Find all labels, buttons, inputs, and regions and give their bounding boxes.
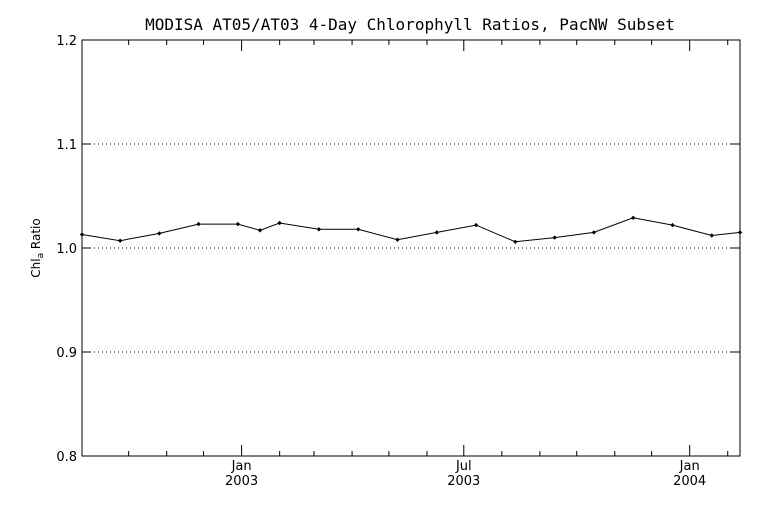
x-tick-label-month: Jan xyxy=(231,459,252,474)
x-tick-label-year: 2003 xyxy=(225,474,258,489)
grid-layer xyxy=(82,143,740,353)
data-point xyxy=(277,220,282,226)
data-point xyxy=(473,222,479,228)
data-point xyxy=(157,231,162,236)
data-point xyxy=(79,232,85,237)
series-layer xyxy=(79,215,743,244)
data-point xyxy=(670,222,675,228)
data-point xyxy=(257,228,263,233)
y-tick-label: 0.9 xyxy=(56,346,77,361)
y-axis-title-main: Chl xyxy=(29,258,43,277)
data-point xyxy=(235,221,241,227)
y-axis-title-subscript: a xyxy=(36,253,46,259)
svg-text:Chla Ratio: Chla Ratio xyxy=(29,218,46,277)
data-point xyxy=(356,227,361,232)
x-tick-label-month: Jan xyxy=(679,459,700,474)
y-axis-title: Chla Ratio xyxy=(29,218,46,277)
x-tick-label-year: 2004 xyxy=(673,474,706,489)
y-tick-label: 1.1 xyxy=(56,138,77,153)
data-point xyxy=(316,227,322,232)
data-point xyxy=(513,239,518,244)
data-point xyxy=(737,230,743,235)
data-point xyxy=(631,215,636,220)
data-point xyxy=(117,238,123,243)
tick-layer xyxy=(82,39,740,457)
y-tick-label: 1.0 xyxy=(56,242,77,257)
data-point xyxy=(591,230,597,235)
x-tick-label-year: 2003 xyxy=(447,474,480,489)
data-point xyxy=(552,235,557,240)
chart-title: MODISA AT05/AT03 4-Day Chlorophyll Ratio… xyxy=(145,15,675,34)
y-axis-title-rest: Ratio xyxy=(29,218,43,253)
data-point xyxy=(434,230,439,235)
series-line xyxy=(81,217,741,243)
data-point xyxy=(395,237,400,242)
data-point xyxy=(196,221,201,227)
x-tick-label-month: Jul xyxy=(455,459,472,474)
data-point xyxy=(709,233,714,238)
y-tick-label: 0.8 xyxy=(56,450,77,465)
y-tick-label: 1.2 xyxy=(56,34,77,49)
